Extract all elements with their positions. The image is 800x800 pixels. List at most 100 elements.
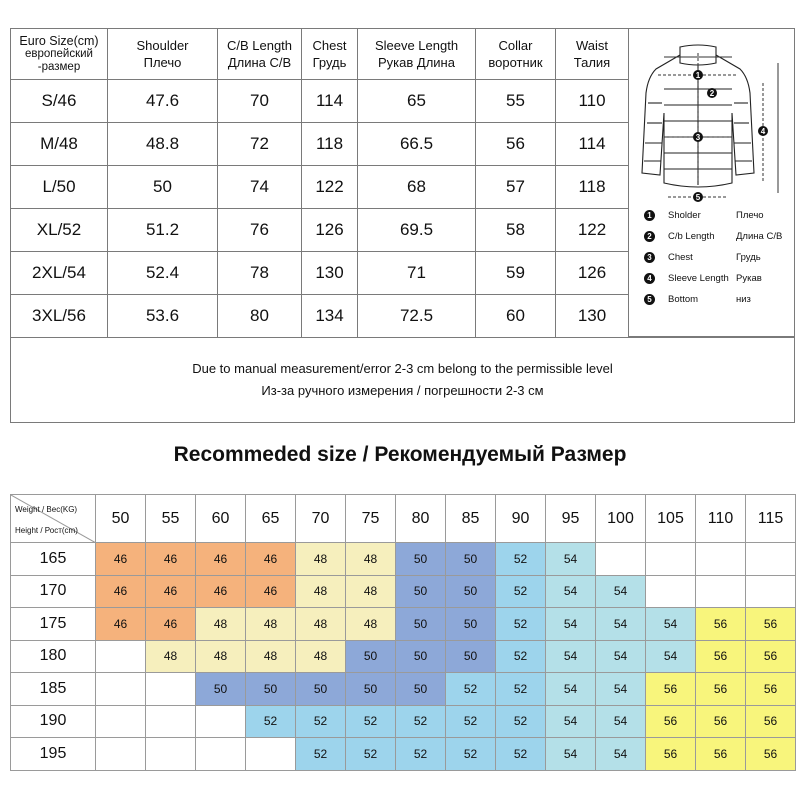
measurement-cell: 134 bbox=[301, 294, 358, 338]
size-cell bbox=[95, 639, 146, 673]
size-cell bbox=[695, 542, 746, 576]
size-cell: 50 bbox=[395, 542, 446, 576]
size-cell bbox=[695, 574, 746, 608]
size-cell: 52 bbox=[245, 704, 296, 738]
measurement-cell: 65 bbox=[357, 79, 476, 123]
size-label-cell: XL/52 bbox=[10, 208, 108, 252]
measurement-cell: 80 bbox=[217, 294, 302, 338]
size-cell: 54 bbox=[545, 542, 596, 576]
height-label-cell: 170 bbox=[10, 574, 96, 608]
size-cell: 50 bbox=[195, 672, 246, 706]
marker-3 bbox=[693, 132, 703, 142]
size-cell: 52 bbox=[295, 737, 346, 771]
size-cell: 50 bbox=[295, 672, 346, 706]
corner-diagonal bbox=[11, 495, 96, 543]
header-en: Euro Size(cm) bbox=[19, 33, 99, 48]
size-cell: 52 bbox=[395, 737, 446, 771]
measurement-cell: 60 bbox=[475, 294, 556, 338]
size-cell: 48 bbox=[195, 607, 246, 641]
size-cell: 52 bbox=[495, 542, 546, 576]
size-cell: 50 bbox=[345, 672, 396, 706]
weight-header-cell: 55 bbox=[145, 494, 196, 543]
measurement-cell: 72 bbox=[217, 122, 302, 166]
size-cell bbox=[595, 542, 646, 576]
size-cell: 56 bbox=[695, 639, 746, 673]
legend-item: 5 Bottom низ bbox=[644, 293, 792, 314]
marker-5 bbox=[693, 192, 703, 202]
note-english: Due to manual measurement/error 2-3 cm b… bbox=[192, 361, 613, 376]
weight-header-cell: 105 bbox=[645, 494, 696, 543]
marker-1 bbox=[693, 70, 703, 80]
size-cell: 46 bbox=[145, 574, 196, 608]
size-cell: 46 bbox=[195, 542, 246, 576]
size-cell: 48 bbox=[345, 574, 396, 608]
height-label-cell: 180 bbox=[10, 639, 96, 673]
size-cell: 54 bbox=[595, 704, 646, 738]
measurement-cell: 71 bbox=[357, 251, 476, 295]
header-ru: Рукав Длина bbox=[378, 55, 455, 70]
header-en: Chest bbox=[312, 38, 347, 53]
size-cell: 54 bbox=[645, 639, 696, 673]
size-cell: 54 bbox=[595, 574, 646, 608]
measurement-cell: 130 bbox=[555, 294, 629, 338]
marker-2 bbox=[707, 88, 717, 98]
measurement-cell: 57 bbox=[475, 165, 556, 209]
measurement-cell: 52.4 bbox=[107, 251, 218, 295]
size-cell: 54 bbox=[545, 639, 596, 673]
header-ru: Плечо bbox=[143, 55, 182, 70]
weight-axis-label: Weight / Вес(KG) bbox=[15, 505, 78, 514]
measurement-cell: 76 bbox=[217, 208, 302, 252]
size-cell: 52 bbox=[295, 704, 346, 738]
size-cell bbox=[195, 737, 246, 771]
weight-header-cell: 110 bbox=[695, 494, 746, 543]
legend-label-ru: Плечо bbox=[736, 210, 764, 221]
legend-label-ru: Грудь bbox=[736, 252, 761, 263]
note-russian: Из-за ручного измерения / погрешности 2-… bbox=[261, 383, 544, 398]
legend-number-badge: 2 bbox=[644, 231, 655, 242]
height-label-cell: 175 bbox=[10, 607, 96, 641]
size-cell: 46 bbox=[195, 574, 246, 608]
height-row: 195 52 52 52 52 52 54 54 56 56 56 bbox=[10, 737, 796, 771]
weight-header-cell: 65 bbox=[245, 494, 296, 543]
size-cell bbox=[145, 672, 196, 706]
size-cell: 56 bbox=[745, 672, 796, 706]
size-cell: 52 bbox=[445, 737, 496, 771]
legend-item: 4 Sleeve Length Рукав bbox=[644, 272, 792, 293]
size-label-cell: M/48 bbox=[10, 122, 108, 166]
header-shoulder: Shoulder Плечо bbox=[107, 28, 218, 80]
header-ru: Грудь bbox=[312, 55, 347, 70]
size-cell: 54 bbox=[595, 737, 646, 771]
height-label-cell: 185 bbox=[10, 672, 96, 706]
size-row: S/46 47.6 70 114 65 55 110 bbox=[10, 79, 629, 123]
header-en: C/B Length bbox=[226, 38, 293, 53]
size-cell: 52 bbox=[495, 704, 546, 738]
weight-header-cell: 90 bbox=[495, 494, 546, 543]
size-cell: 50 bbox=[395, 574, 446, 608]
size-cell: 56 bbox=[695, 737, 746, 771]
weight-header-cell: 95 bbox=[545, 494, 596, 543]
jacket-diagram: 1 2 3 4 5 bbox=[641, 44, 779, 202]
size-cell: 48 bbox=[295, 639, 346, 673]
legend-number-badge: 3 bbox=[644, 252, 655, 263]
size-cell: 54 bbox=[595, 607, 646, 641]
size-cell bbox=[145, 704, 196, 738]
size-cell: 52 bbox=[495, 639, 546, 673]
marker-1-label: 1 bbox=[696, 71, 701, 80]
size-cell: 48 bbox=[295, 542, 346, 576]
size-cell: 48 bbox=[295, 607, 346, 641]
measurement-cell: 122 bbox=[301, 165, 358, 209]
size-cell: 56 bbox=[695, 607, 746, 641]
size-cell: 50 bbox=[245, 672, 296, 706]
measurement-cell: 68 bbox=[357, 165, 476, 209]
size-cell bbox=[745, 574, 796, 608]
measurement-diagram-panel: 1 2 3 4 5 1 Sholder Плечо 2 C/b Length Длина … bbox=[628, 28, 795, 337]
size-cell: 52 bbox=[495, 672, 546, 706]
measurement-cell: 118 bbox=[301, 122, 358, 166]
legend-item: 3 Chest Грудь bbox=[644, 251, 792, 272]
weight-header-cell: 70 bbox=[295, 494, 346, 543]
size-cell: 54 bbox=[545, 737, 596, 771]
size-cell bbox=[645, 574, 696, 608]
size-cell: 56 bbox=[745, 639, 796, 673]
size-cell: 56 bbox=[645, 672, 696, 706]
size-cell: 48 bbox=[295, 574, 346, 608]
